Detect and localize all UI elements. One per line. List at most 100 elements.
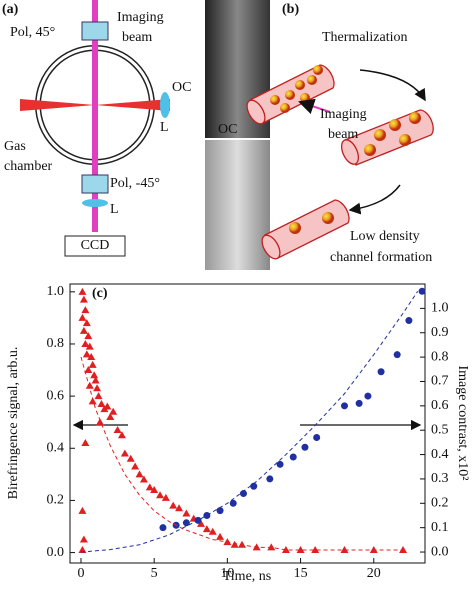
point	[182, 519, 190, 527]
point	[296, 545, 305, 553]
point	[113, 426, 122, 434]
y2-tick-label: 0.9	[431, 325, 449, 340]
panel-label: (a)	[2, 2, 19, 17]
point	[281, 545, 290, 553]
point	[79, 295, 88, 303]
fit-line	[80, 291, 419, 553]
point	[340, 402, 348, 410]
y2-tick-label: 0.6	[431, 398, 449, 413]
point	[97, 399, 106, 407]
point	[85, 342, 94, 350]
point	[197, 519, 206, 527]
point	[203, 511, 211, 519]
label: chamber	[4, 159, 53, 174]
panel-label: (b)	[282, 2, 299, 17]
point	[145, 483, 154, 491]
point	[229, 499, 237, 507]
chart: (c) Time, ns Birefringence signal, arb.u…	[6, 283, 470, 584]
y2-tick-label: 0.3	[431, 471, 449, 486]
point	[84, 332, 93, 340]
point	[96, 418, 105, 426]
point	[208, 527, 217, 535]
point	[84, 366, 93, 374]
point	[156, 491, 165, 499]
x-tick-label: 10	[220, 566, 234, 581]
point	[216, 532, 225, 540]
label: OC	[172, 80, 191, 95]
point	[88, 360, 97, 368]
point	[139, 475, 148, 483]
label: beam	[328, 127, 358, 142]
label: Imaging	[117, 10, 164, 25]
ccd-box	[64, 235, 126, 257]
x-tick-label: 5	[151, 566, 158, 581]
panel-b: (b) Thermalization Imaging beam OC Low d…	[205, 0, 434, 270]
y-axis-label: Birefringence signal, arb.u.	[6, 347, 21, 500]
y-tick-label: 0.4	[47, 440, 65, 455]
point	[131, 462, 140, 470]
label: OC	[218, 122, 237, 137]
y2-axis-label: Image contrast, x10²	[455, 366, 470, 481]
y2-tick-label: 1.0	[431, 301, 449, 316]
point	[87, 353, 96, 361]
lens	[160, 92, 170, 118]
point	[377, 368, 385, 376]
point	[364, 392, 372, 400]
point	[79, 535, 88, 543]
lens	[82, 199, 108, 207]
polarizer	[81, 174, 109, 194]
y2-tick-label: 0.0	[431, 544, 449, 559]
x-tick-label: 20	[367, 566, 381, 581]
point	[81, 306, 90, 314]
point	[355, 399, 363, 407]
point	[117, 431, 126, 439]
point	[182, 509, 191, 517]
fit-line	[80, 356, 404, 551]
point	[340, 545, 349, 553]
point	[79, 326, 88, 334]
x-axis-label: Time, ns	[223, 569, 272, 584]
point	[161, 493, 170, 501]
label: L	[160, 120, 169, 135]
plot-frame	[69, 283, 426, 564]
point	[78, 287, 87, 295]
point	[90, 371, 99, 379]
point	[91, 376, 100, 384]
label: L	[110, 202, 119, 217]
y2-tick-label: 0.4	[431, 447, 449, 462]
point	[311, 545, 320, 553]
point	[301, 443, 309, 451]
y-tick-label: 0.6	[47, 388, 65, 403]
point	[135, 470, 144, 478]
label: Pol, -45°	[110, 176, 160, 191]
image	[205, 140, 270, 270]
point	[159, 524, 167, 532]
point	[103, 402, 112, 410]
point	[313, 434, 321, 442]
point	[81, 439, 90, 447]
point	[150, 485, 159, 493]
point	[393, 351, 401, 359]
point	[88, 397, 97, 405]
y-tick-label: 0.2	[47, 493, 65, 508]
point	[94, 392, 103, 400]
point	[175, 504, 184, 512]
polarizer	[81, 21, 109, 41]
point	[82, 350, 91, 358]
y-tick-label: 1.0	[47, 284, 65, 299]
label: Thermalization	[322, 30, 408, 45]
point	[93, 384, 102, 392]
panel-label: (c)	[92, 286, 108, 301]
label: CCD	[81, 238, 110, 253]
point	[106, 412, 115, 420]
point	[216, 507, 224, 515]
point	[120, 449, 129, 457]
y-tick-label: 0.8	[47, 336, 65, 351]
label: Pol, 45°	[10, 25, 55, 40]
point	[239, 490, 247, 498]
point	[81, 339, 90, 347]
point	[250, 482, 258, 490]
y2-tick-label: 0.8	[431, 349, 449, 364]
y2-tick-label: 0.1	[431, 520, 449, 535]
